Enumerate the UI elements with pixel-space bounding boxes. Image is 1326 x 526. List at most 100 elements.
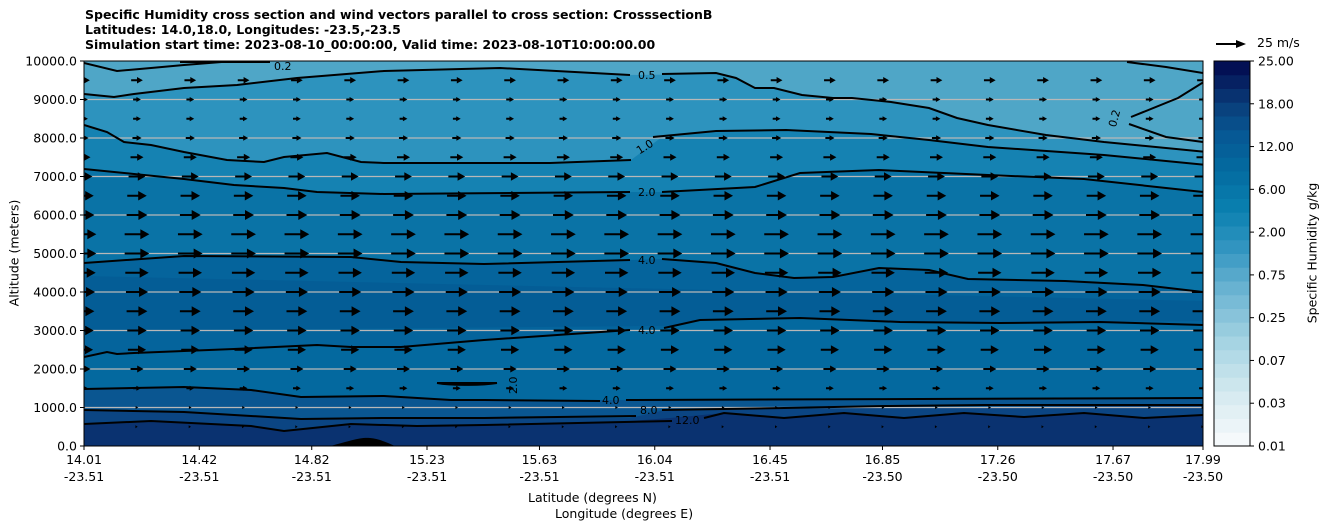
wind-vector	[718, 135, 728, 141]
wind-vector	[445, 287, 468, 297]
wind-vector	[604, 229, 630, 240]
wind-vector	[1030, 248, 1056, 259]
wind-vector	[1192, 310, 1203, 313]
wind-vector	[719, 97, 728, 102]
contour-0.2-right-closed	[1128, 81, 1203, 143]
wind-vector	[239, 135, 249, 141]
wind-vector	[661, 172, 679, 181]
wind-vector	[448, 172, 466, 181]
wind-vector	[819, 306, 841, 317]
terrain	[330, 437, 395, 446]
wind-vector	[713, 191, 734, 201]
colorbar-level	[1214, 308, 1250, 323]
wind-vector	[716, 365, 730, 373]
wind-vector	[935, 406, 938, 409]
wind-vector	[766, 306, 787, 317]
wind-vector	[446, 210, 468, 220]
wind-vector	[559, 116, 568, 122]
wind-vector	[931, 135, 942, 141]
wind-vector	[660, 191, 680, 201]
wind-vector	[1033, 325, 1053, 336]
wind-vector	[455, 406, 459, 409]
wind-vector	[980, 325, 1000, 336]
colorbar-level	[1214, 391, 1250, 406]
wind-vector	[610, 153, 624, 161]
wind-vector	[399, 385, 408, 391]
wind-vector	[714, 172, 732, 181]
wind-vector	[873, 325, 893, 336]
wind-vector	[823, 365, 837, 373]
wind-vector	[1092, 116, 1101, 122]
wind-vector	[179, 306, 201, 317]
wind-vector	[1145, 135, 1155, 141]
wind-vector	[1140, 345, 1159, 355]
x-tick-lon: -23.51	[519, 469, 559, 484]
wind-vector	[1032, 287, 1055, 297]
wind-vector	[130, 365, 144, 373]
colorbar-level	[1214, 157, 1250, 172]
wind-vector	[554, 345, 573, 355]
x-tick-lat: 17.26	[980, 452, 1016, 467]
wind-vector	[881, 425, 884, 429]
wind-vector	[1089, 365, 1103, 373]
wind-vector	[391, 229, 416, 240]
colorbar-level	[1214, 198, 1250, 213]
wind-vector	[339, 306, 361, 317]
wind-vector	[1145, 385, 1154, 391]
wind-vector	[508, 406, 512, 409]
wind-vector	[983, 153, 997, 161]
wind-vector	[764, 267, 789, 278]
wind-vector	[615, 406, 618, 409]
wind-vector	[1084, 267, 1109, 278]
x-tick-lon: -23.50	[862, 469, 902, 484]
wind-vector	[1037, 77, 1049, 84]
wind-vector	[870, 229, 896, 240]
x-tick-lat: 14.82	[294, 452, 330, 467]
wind-vector	[556, 153, 570, 161]
wind-vector	[985, 97, 994, 102]
wind-vector	[556, 365, 570, 373]
wind-vector	[503, 365, 517, 373]
colorbar-tick-label: 2.00	[1258, 225, 1286, 240]
colorbar-tick-label: 0.75	[1258, 267, 1286, 282]
wind-vector	[712, 210, 734, 220]
x-tick-lon: -23.50	[978, 469, 1018, 484]
wind-vector	[346, 385, 355, 391]
wind-vector	[1041, 425, 1044, 429]
wind-vector	[186, 116, 195, 122]
wind-vector	[612, 116, 621, 122]
wind-vector	[450, 365, 464, 373]
wind-vector	[1145, 97, 1154, 102]
wind-vector	[183, 153, 197, 161]
x-axis: 14.01 -23.51 14.42 -23.51 14.82 -23.51 15.23 -2…	[64, 446, 1223, 484]
wind-vector	[180, 325, 201, 336]
wind-vector	[235, 172, 253, 181]
wind-vector	[84, 153, 91, 161]
wind-vector	[84, 77, 90, 84]
wind-vector	[500, 325, 520, 336]
x-tick-lon: -23.51	[750, 469, 790, 484]
wind-vector	[124, 229, 150, 240]
wind-vector	[659, 306, 681, 317]
wind-vector	[1087, 172, 1105, 181]
wind-vector	[447, 345, 466, 355]
y-tick-label: 4000.0	[33, 285, 77, 300]
wind-vector	[668, 406, 672, 409]
wind-vector	[870, 248, 896, 259]
colorbar-tick-label: 6.00	[1258, 182, 1286, 197]
wind-vector	[504, 77, 516, 84]
wind-vector	[391, 248, 416, 259]
wind-vector	[1033, 191, 1053, 201]
wind-vector	[450, 77, 463, 84]
wind-vector	[1139, 191, 1160, 201]
contour-label-0.2-top: 0.2	[274, 60, 292, 73]
wind-vector	[345, 135, 355, 141]
wind-vector	[237, 153, 251, 161]
wind-vector	[764, 248, 789, 259]
y-axis-label: Altitude (meters)	[6, 199, 22, 307]
wind-vector	[499, 306, 521, 317]
wind-vector	[711, 267, 735, 278]
wind-vector	[874, 172, 892, 181]
wind-vector	[1036, 153, 1050, 161]
wind-vector	[615, 425, 618, 429]
